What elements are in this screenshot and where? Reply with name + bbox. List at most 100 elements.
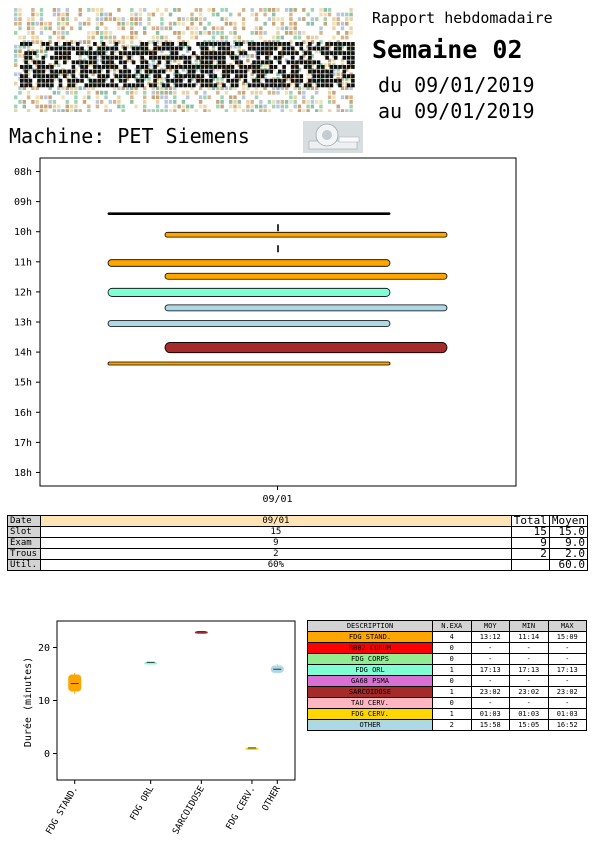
exam-n-cell: 2 <box>432 719 472 731</box>
schedule-slot <box>107 320 391 327</box>
summary-label: Slot <box>7 526 41 538</box>
schedule-ytick-label: 11h <box>14 257 32 268</box>
boxplot-plot-area <box>56 620 296 781</box>
exam-moy-cell: 15:58 <box>470 719 510 731</box>
exam-desc-cell: FDG ORL <box>307 664 433 676</box>
exam-table-header-cell: N.EXA <box>432 620 472 632</box>
exam-min-cell: - <box>509 653 549 665</box>
exam-min-cell: 01:03 <box>509 708 549 720</box>
schedule-ytick-label: 08h <box>14 167 32 178</box>
exam-table-header-cell: MAX <box>547 620 587 632</box>
schedule-slot <box>107 287 391 297</box>
report-title: Rapport hebdomadaire <box>372 9 553 27</box>
exam-desc-cell: OTHER <box>307 719 433 731</box>
exam-min-cell: - <box>509 675 549 687</box>
summary-total-header: Total <box>510 515 550 527</box>
summary-total: 2 <box>510 548 550 560</box>
schedule-ytick-label: 12h <box>14 287 32 298</box>
exam-table-row: FDG STAND. 4 13:12 11:14 15:09 <box>307 631 587 643</box>
exam-moy-cell: - <box>470 642 510 654</box>
boxplot-xtick-label: FDG ORL <box>129 785 157 823</box>
exam-table-row: RB82 CORUM 0- - - <box>307 642 587 654</box>
exam-n-cell: 0 <box>432 697 472 709</box>
exam-n-cell: 1 <box>432 664 472 676</box>
exam-desc-cell: SARCOIDOSE <box>307 686 433 698</box>
schedule-slot <box>164 342 448 354</box>
schedule-ytick-label: 18h <box>14 468 32 479</box>
exam-desc-cell: FDG STAND. <box>307 631 433 643</box>
summary-value: 9 <box>40 537 512 549</box>
exam-moy-cell: 23:02 <box>470 686 510 698</box>
schedule-ytick-label: 16h <box>14 408 32 419</box>
exam-max-cell: - <box>547 675 587 687</box>
summary-table: Date 09/01 Total Moyen Slot 15 15 15.0 E… <box>7 515 589 571</box>
exam-n-cell: 0 <box>432 675 472 687</box>
exam-min-cell: 23:02 <box>509 686 549 698</box>
exam-table-row: FDG CORPS 0- - - <box>307 653 587 665</box>
exam-n-cell: 1 <box>432 708 472 720</box>
summary-label: Date <box>7 515 41 527</box>
exam-min-cell: - <box>509 697 549 709</box>
boxplot-ylabel: Durée (minutes) <box>22 657 34 747</box>
exam-min-cell: - <box>509 642 549 654</box>
exam-max-cell: 16:52 <box>547 719 587 731</box>
summary-row-util: Util. 60% 60.0 <box>7 559 589 571</box>
exam-desc-cell: TAU CERV. <box>307 697 433 709</box>
exam-min-cell: 11:14 <box>509 631 549 643</box>
range-to: au 09/01/2019 <box>378 99 535 123</box>
exam-max-cell: 23:02 <box>547 686 587 698</box>
schedule-ytick-label: 15h <box>14 378 32 389</box>
exam-desc-cell: FDG CERV. <box>307 708 433 720</box>
summary-total <box>510 559 550 571</box>
schedule-ytick-label: 10h <box>14 227 32 238</box>
summary-mean: 60.0 <box>548 559 589 571</box>
summary-row-slot: Slot 15 15 15.0 <box>7 526 589 538</box>
schedule-slot <box>107 361 391 366</box>
exam-table-row: OTHER 2 15:58 15:05 16:52 <box>307 719 587 731</box>
exam-table-row: GA68 PSMA 0- - - <box>307 675 587 687</box>
schedule-slot <box>107 259 391 267</box>
exam-max-cell: - <box>547 642 587 654</box>
summary-value: 2 <box>40 548 512 560</box>
summary-label: Util. <box>7 559 41 571</box>
boxplot-box <box>68 674 82 692</box>
exam-table-header-cell: MOY <box>470 620 510 632</box>
boxplot-xtick-label: OTHER <box>261 784 283 813</box>
exam-table-header: DESCRIPTION N.EXA MOY MIN MAX <box>307 620 587 632</box>
summary-row-trous: Trous 2 2 2.0 <box>7 548 589 560</box>
exam-moy-cell: - <box>470 697 510 709</box>
summary-date-value: 09/01 <box>40 515 512 527</box>
exam-moy-cell: 17:13 <box>470 664 510 676</box>
boxplot-ytick-label: 10 <box>38 696 50 707</box>
schedule-slot <box>164 272 448 280</box>
exam-moy-cell: 13:12 <box>470 631 510 643</box>
schedule-xtick-label: 09/01 <box>262 494 292 505</box>
exam-table-row: SARCOIDOSE 1 23:02 23:02 23:02 <box>307 686 587 698</box>
pet-scanner-image <box>303 121 363 153</box>
exam-moy-cell: - <box>470 653 510 665</box>
exam-min-cell: 15:05 <box>509 719 549 731</box>
exam-table-header-cell: DESCRIPTION <box>307 620 433 632</box>
schedule-ytick-label: 14h <box>14 348 32 359</box>
exam-n-cell: 0 <box>432 653 472 665</box>
schedule-slot <box>164 231 448 238</box>
summary-label: Trous <box>7 548 41 560</box>
boxplot-xtick-label: FDG CERV. <box>225 785 258 832</box>
exam-desc-cell: RB82 CORUM <box>307 642 433 654</box>
exam-max-cell: - <box>547 697 587 709</box>
boxplot-ytick-label: 20 <box>38 643 50 654</box>
schedule-slot <box>164 304 448 312</box>
exam-desc-cell: GA68 PSMA <box>307 675 433 687</box>
exam-max-cell: - <box>547 653 587 665</box>
week-label: Semaine 02 <box>372 35 523 64</box>
summary-label: Exam <box>7 537 41 549</box>
exam-table-row: TAU CERV. 0- - - <box>307 697 587 709</box>
schedule-ytick-label: 17h <box>14 438 32 449</box>
exam-table-row: FDG CERV. 1 01:03 01:03 01:03 <box>307 708 587 720</box>
summary-value: 60% <box>40 559 512 571</box>
summary-row-date: Date 09/01 Total Moyen <box>7 515 589 527</box>
machine-label: Machine: PET Siemens <box>9 124 250 148</box>
schedule-slot <box>107 212 391 215</box>
boxplot-ytick-label: 0 <box>44 749 50 760</box>
summary-value: 15 <box>40 526 512 538</box>
